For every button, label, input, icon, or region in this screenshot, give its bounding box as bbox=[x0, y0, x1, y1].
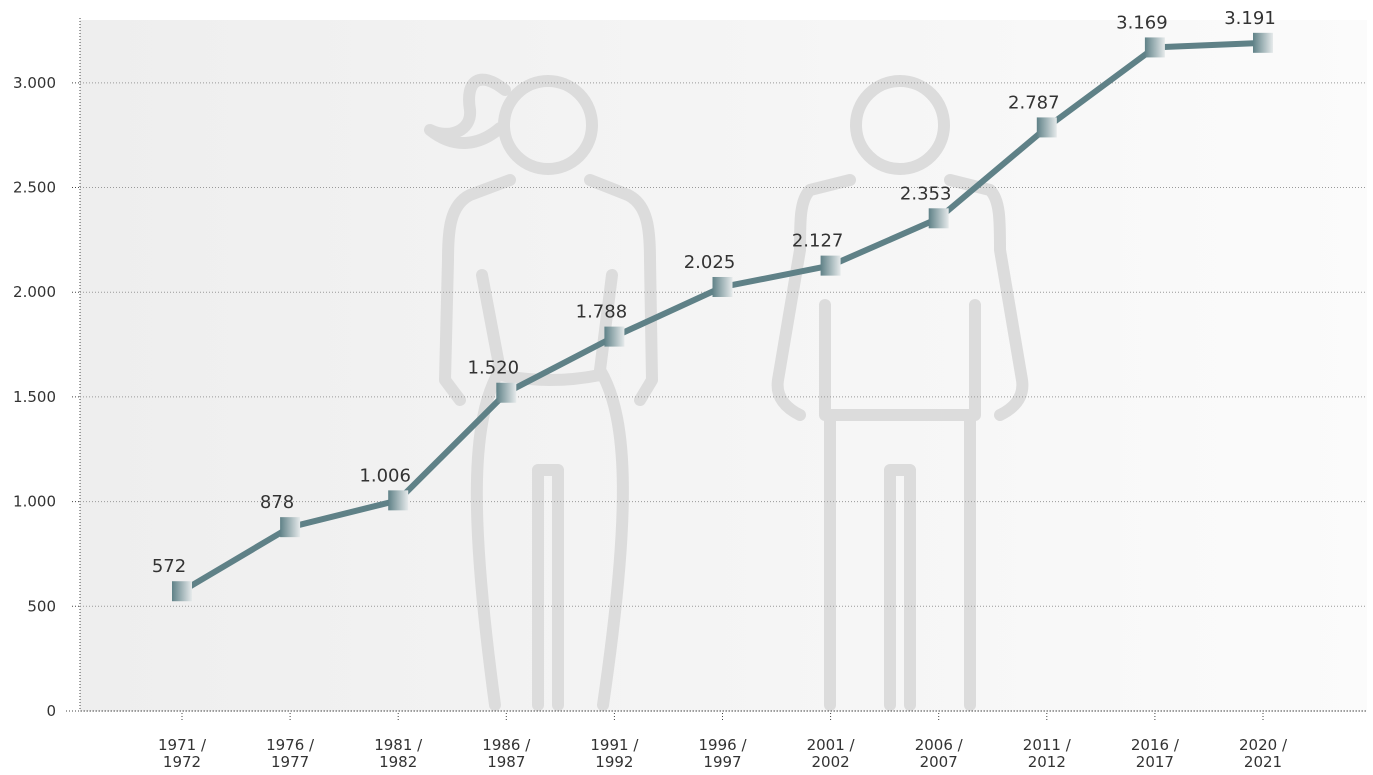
data-label: 878 bbox=[260, 492, 294, 513]
data-point bbox=[172, 581, 192, 602]
y-tick-label: 2.000 bbox=[13, 283, 56, 301]
data-point bbox=[1036, 117, 1057, 138]
data-point bbox=[604, 326, 625, 347]
x-tick-label-line: 1992 bbox=[595, 753, 633, 771]
x-tick-label: 2016 /2017 bbox=[1131, 736, 1180, 771]
silhouettes bbox=[424, 73, 1029, 711]
x-tick-label-line: 1997 bbox=[703, 753, 741, 771]
x-tick-label: 2006 /2007 bbox=[915, 736, 964, 771]
plot-background bbox=[80, 20, 1367, 711]
data-label: 2.353 bbox=[900, 183, 952, 204]
x-tick-label-line: 2012 bbox=[1028, 753, 1066, 771]
x-tick-label: 2020 /2021 bbox=[1239, 736, 1288, 771]
x-tick-label-line: 1996 / bbox=[699, 736, 748, 754]
data-point bbox=[928, 208, 949, 229]
data-point bbox=[1253, 32, 1273, 53]
data-point bbox=[496, 382, 517, 403]
data-label: 1.788 bbox=[576, 302, 628, 323]
x-tick-label: 2011 /2012 bbox=[1023, 736, 1072, 771]
data-label: 1.520 bbox=[468, 358, 520, 379]
x-tick-label-line: 1971 / bbox=[158, 736, 207, 754]
data-label: 2.787 bbox=[1008, 92, 1060, 113]
x-tick-label-line: 1972 bbox=[163, 753, 201, 771]
x-tick-label: 1996 /1997 bbox=[699, 736, 748, 771]
x-tick-label-line: 1981 / bbox=[374, 736, 423, 754]
x-tick-label-line: 2011 / bbox=[1023, 736, 1072, 754]
data-point bbox=[1144, 37, 1165, 58]
x-tick-label: 2001 /2002 bbox=[807, 736, 856, 771]
data-point bbox=[280, 517, 301, 538]
data-point bbox=[712, 276, 733, 297]
data-label: 572 bbox=[152, 556, 186, 577]
x-tick-label: 1986 /1987 bbox=[482, 736, 531, 771]
data-label: 2.127 bbox=[792, 231, 844, 252]
data-label: 1.006 bbox=[359, 465, 411, 486]
data-point bbox=[820, 255, 841, 276]
x-tick-label-line: 1991 / bbox=[590, 736, 639, 754]
x-tick-label-line: 2001 / bbox=[807, 736, 856, 754]
x-tick-label: 1971 /1972 bbox=[158, 736, 207, 771]
x-tick-label-line: 2016 / bbox=[1131, 736, 1180, 754]
data-point bbox=[388, 490, 409, 511]
data-label: 3.191 bbox=[1224, 8, 1276, 29]
y-tick-label: 500 bbox=[27, 597, 56, 615]
x-tick-label-line: 2020 / bbox=[1239, 736, 1288, 754]
x-tick-label-line: 1977 bbox=[271, 753, 309, 771]
x-tick-label: 1991 /1992 bbox=[590, 736, 639, 771]
data-label: 2.025 bbox=[684, 252, 736, 273]
y-tick-label: 0 bbox=[46, 702, 56, 720]
x-tick-label-line: 1986 / bbox=[482, 736, 531, 754]
x-tick-label-line: 1982 bbox=[379, 753, 417, 771]
x-tick-label: 1976 /1977 bbox=[266, 736, 315, 771]
data-label: 3.169 bbox=[1116, 12, 1168, 33]
x-tick-label-line: 1976 / bbox=[266, 736, 315, 754]
x-tick-label-line: 2002 bbox=[812, 753, 850, 771]
y-tick-label: 2.500 bbox=[13, 179, 56, 197]
x-tick-label-line: 1987 bbox=[487, 753, 525, 771]
x-tick-label: 1981 /1982 bbox=[374, 736, 423, 771]
x-tick-label-line: 2021 bbox=[1244, 753, 1282, 771]
x-tick-label-line: 2006 / bbox=[915, 736, 964, 754]
x-tick-label-line: 2007 bbox=[920, 753, 958, 771]
y-tick-label: 3.000 bbox=[13, 74, 56, 92]
y-tick-label: 1.000 bbox=[13, 493, 56, 511]
x-tick-label-line: 2017 bbox=[1136, 753, 1174, 771]
y-tick-label: 1.500 bbox=[13, 388, 56, 406]
